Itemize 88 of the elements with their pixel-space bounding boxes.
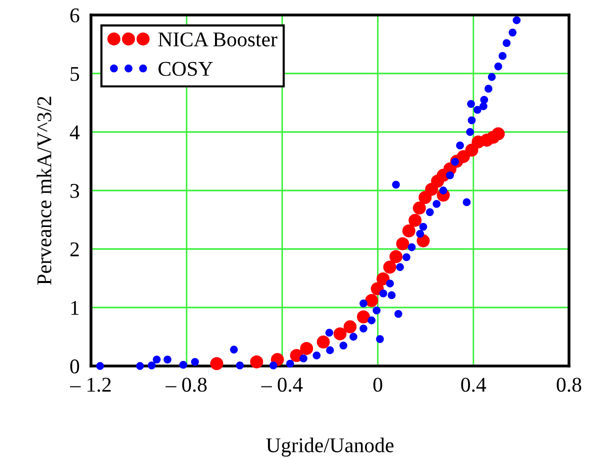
point (269, 361, 278, 370)
point (136, 362, 144, 370)
x-tick-label: – 0.8 (166, 378, 207, 392)
point (349, 332, 358, 341)
y-tick-label: 3 (70, 184, 80, 198)
y-tick-label: 2 (70, 242, 79, 256)
point (148, 361, 156, 370)
point (344, 320, 357, 334)
point (394, 310, 402, 318)
y-tick-label: 5 (70, 67, 80, 81)
point (474, 106, 482, 114)
y-tick-label: 0 (70, 359, 80, 374)
point (456, 150, 470, 164)
y-axis-title: Perveance mkA/V^3/2 (36, 96, 52, 285)
point (383, 260, 396, 274)
point (326, 346, 334, 354)
point (164, 356, 172, 364)
y-tick-label: 1 (71, 300, 79, 315)
point (388, 291, 396, 300)
point (191, 358, 199, 366)
point (250, 355, 264, 368)
point (402, 224, 416, 238)
point (465, 144, 478, 157)
point (386, 280, 394, 288)
point (316, 336, 330, 349)
point (389, 250, 402, 264)
point (334, 327, 347, 340)
point (426, 208, 434, 216)
point (312, 352, 321, 360)
point (360, 324, 368, 333)
point (379, 290, 388, 298)
point (498, 52, 507, 60)
point (468, 116, 476, 124)
point (376, 335, 384, 344)
legend-label: COSY (158, 62, 213, 76)
point (446, 171, 454, 180)
point (467, 100, 475, 108)
point (466, 128, 474, 136)
y-tick-label: 4 (70, 126, 80, 140)
point (179, 360, 188, 369)
point (372, 306, 381, 314)
point (508, 28, 517, 36)
x-axis-title: Ugride/Uanode (266, 438, 394, 457)
point (416, 230, 424, 238)
point (439, 186, 448, 194)
point (356, 310, 370, 324)
point (408, 243, 416, 252)
point (339, 342, 348, 350)
x-tick-label: – 1.2 (70, 378, 111, 392)
point (462, 198, 471, 206)
point (360, 299, 368, 308)
point (408, 214, 422, 227)
point (402, 253, 410, 262)
point (236, 361, 244, 370)
point (210, 357, 224, 370)
point (412, 202, 426, 215)
point (230, 346, 238, 354)
point (492, 127, 505, 140)
point (325, 328, 334, 337)
point (286, 360, 294, 368)
point (502, 39, 511, 48)
point (456, 142, 464, 150)
point (300, 342, 314, 355)
point (152, 356, 161, 364)
point (96, 362, 104, 370)
point (512, 16, 521, 24)
point (365, 294, 378, 307)
point (418, 191, 432, 204)
point (479, 102, 488, 110)
point (300, 354, 308, 362)
x-tick-label: 0.8 (556, 378, 582, 392)
point (396, 263, 404, 272)
point (494, 62, 502, 70)
point (419, 222, 428, 231)
point (368, 316, 376, 324)
y-tick-label: 6 (70, 8, 80, 22)
point (484, 84, 492, 93)
point (376, 272, 390, 286)
point (432, 200, 441, 208)
point (392, 180, 400, 189)
point (396, 237, 410, 250)
point (480, 96, 488, 104)
x-tick-label: 0 (373, 378, 382, 392)
point (416, 234, 430, 248)
point (488, 73, 496, 81)
x-tick-label: 0.4 (461, 378, 486, 392)
legend-label: NICA Booster (158, 32, 278, 46)
x-tick-label: – 0.4 (261, 378, 303, 392)
